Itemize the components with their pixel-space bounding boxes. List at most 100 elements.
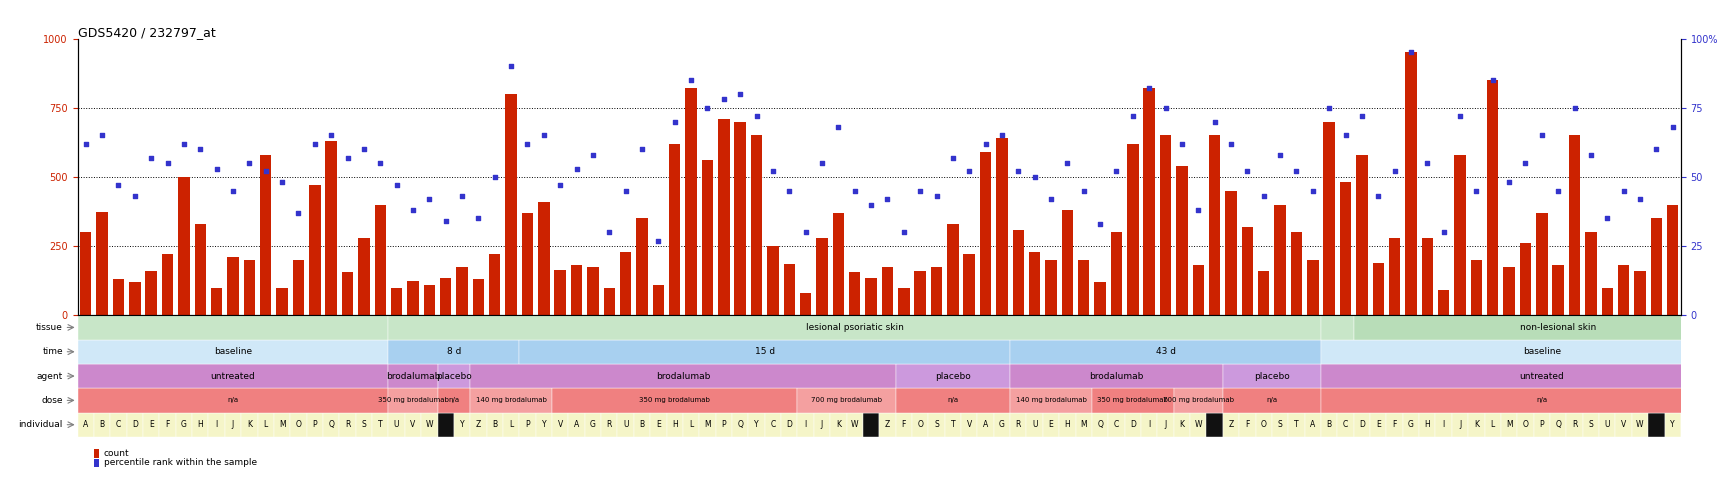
Bar (110, 412, 126, 437)
Text: 140 mg brodalumab: 140 mg brodalumab (1015, 398, 1085, 403)
Bar (1568, 135, 1580, 315)
Bar (424, 285, 434, 315)
Bar (894, 412, 911, 437)
Text: G: G (998, 420, 1005, 429)
Bar (751, 135, 762, 315)
Bar (992, 412, 1010, 437)
Text: n/a: n/a (227, 398, 238, 403)
Point (987, 131, 1015, 139)
Point (1511, 159, 1539, 167)
Bar (1110, 232, 1122, 315)
Bar (1470, 260, 1482, 315)
Bar (1320, 340, 1723, 364)
Bar (1516, 412, 1533, 437)
Bar (1389, 238, 1399, 315)
Bar (308, 185, 320, 315)
Bar (1094, 282, 1104, 315)
Bar (1108, 412, 1123, 437)
Point (236, 159, 264, 167)
Point (546, 182, 574, 189)
Text: Z: Z (476, 420, 481, 429)
Text: G: G (589, 420, 596, 429)
Text: E: E (148, 420, 153, 429)
Bar (1451, 412, 1468, 437)
Text: Y: Y (460, 420, 463, 429)
Text: R: R (1015, 420, 1020, 429)
Point (972, 140, 999, 148)
Point (1265, 151, 1292, 159)
Bar (570, 266, 582, 315)
Text: W: W (851, 420, 858, 429)
Bar (438, 364, 470, 388)
Bar (78, 340, 388, 364)
Point (1201, 118, 1228, 126)
Point (171, 140, 198, 148)
Bar (1025, 412, 1042, 437)
Bar (112, 279, 124, 315)
Bar (1552, 266, 1563, 315)
Bar (620, 252, 631, 315)
Text: L: L (264, 420, 267, 429)
Point (562, 165, 589, 172)
Bar (1339, 183, 1351, 315)
Bar (78, 315, 388, 340)
Bar (798, 412, 813, 437)
Bar (159, 412, 176, 437)
Bar (1403, 412, 1418, 437)
Point (1363, 192, 1390, 200)
Bar (634, 412, 650, 437)
Bar (1077, 260, 1089, 315)
Text: P: P (1539, 420, 1544, 429)
Bar (911, 412, 927, 437)
Text: I: I (805, 420, 806, 429)
Bar (1614, 412, 1632, 437)
Text: untreated: untreated (210, 371, 255, 381)
Point (874, 195, 901, 203)
Bar (326, 141, 336, 315)
Bar (1468, 412, 1484, 437)
Text: M: M (1504, 420, 1511, 429)
Bar (1520, 243, 1530, 315)
Point (1020, 173, 1048, 181)
Point (743, 112, 770, 120)
Bar (1664, 412, 1680, 437)
Bar (388, 364, 438, 388)
Point (627, 145, 655, 153)
Bar (129, 282, 141, 315)
Bar (1320, 412, 1337, 437)
Point (644, 237, 672, 244)
Text: R: R (345, 420, 350, 429)
Bar (177, 177, 190, 315)
Point (284, 209, 312, 217)
Bar (1042, 412, 1058, 437)
Point (1625, 195, 1652, 203)
Bar (470, 364, 894, 388)
Point (841, 187, 868, 195)
Point (1005, 168, 1032, 175)
Bar (1010, 388, 1091, 412)
Text: P: P (312, 420, 317, 429)
Text: F: F (165, 420, 169, 429)
Bar (1075, 412, 1091, 437)
Text: M: M (1080, 420, 1087, 429)
Point (1070, 187, 1098, 195)
Bar (1010, 412, 1025, 437)
Point (400, 206, 427, 214)
Text: Z: Z (1228, 420, 1234, 429)
Bar (93, 459, 98, 467)
Bar (1010, 340, 1320, 364)
Bar (519, 340, 1010, 364)
Text: n/a: n/a (1535, 398, 1547, 403)
Bar (1304, 412, 1320, 437)
Bar (1192, 266, 1203, 315)
Bar (1323, 122, 1334, 315)
Bar (405, 412, 420, 437)
Text: O: O (1521, 420, 1528, 429)
Text: Y: Y (753, 420, 758, 429)
Bar (208, 412, 224, 437)
Text: D: D (1358, 420, 1365, 429)
Text: O: O (917, 420, 922, 429)
Bar (1175, 166, 1187, 315)
Bar (682, 412, 700, 437)
Bar (879, 412, 894, 437)
